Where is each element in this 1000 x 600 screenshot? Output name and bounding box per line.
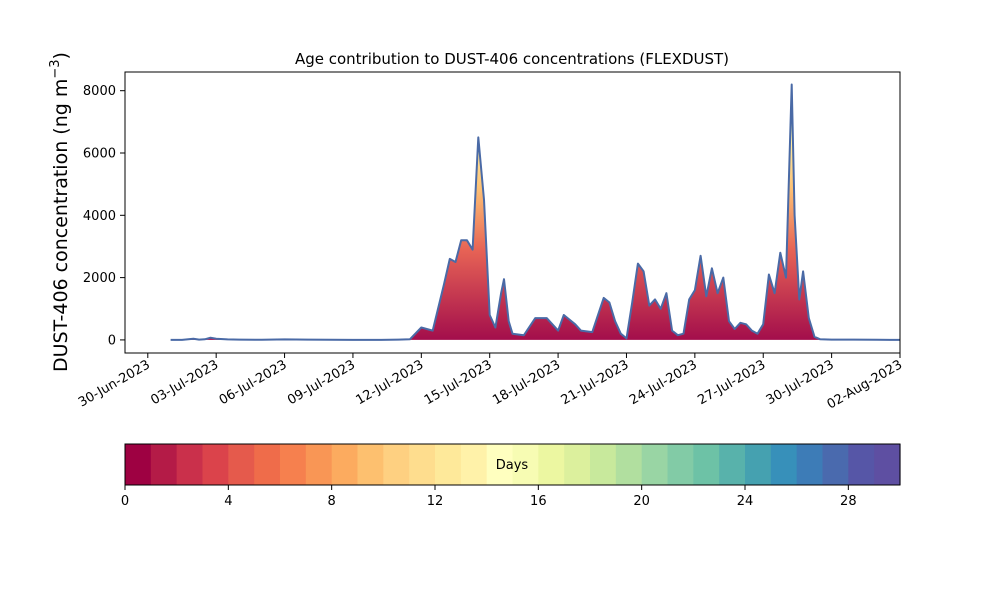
colorbar-tick-label: 16	[530, 494, 547, 509]
x-tick-label: 24-Jul-2023	[627, 357, 700, 408]
x-tick-label: 27-Jul-2023	[695, 357, 768, 408]
y-axis-label: DUST-406 concentration (ng m−3)	[48, 52, 72, 372]
colorbar-segment	[770, 444, 798, 485]
colorbar-frame	[124, 443, 901, 486]
colorbar-tick-label: 24	[737, 494, 754, 509]
x-tick-label: 02-Aug-2023	[825, 357, 905, 412]
colorbar-segment	[202, 444, 229, 485]
y-axis-label-main: DUST-406 concentration (ng m	[50, 79, 72, 372]
colorbar-segment	[693, 444, 720, 485]
colorbar-ticks: 0 4 8 12 16 20 24 28	[121, 485, 857, 509]
total-concentration-line	[170, 83, 900, 341]
colorbar-tick-label: 4	[224, 494, 232, 509]
colorbar-segment	[305, 444, 333, 485]
x-tick-label: 12-Jul-2023	[354, 357, 427, 408]
colorbar-segment	[409, 444, 436, 485]
y-axis-label-tail: )	[50, 52, 72, 59]
colorbar-segment	[667, 444, 694, 485]
y-tick-label: 0	[108, 333, 116, 348]
x-tick-label: 21-Jul-2023	[559, 357, 632, 408]
colorbar-segment	[228, 444, 255, 485]
colorbar-segment	[564, 444, 591, 485]
x-tick-label: 18-Jul-2023	[490, 357, 563, 408]
colorbar-segment	[383, 444, 410, 485]
colorbar-tick-label: 0	[121, 494, 129, 509]
colorbar-segment	[176, 444, 204, 485]
x-tick-label: 03-Jul-2023	[148, 357, 221, 408]
line-layer	[170, 83, 900, 341]
y-tick-label: 4000	[83, 209, 116, 224]
y-tick-label: 8000	[83, 84, 116, 99]
colorbar-segment	[745, 444, 772, 485]
colorbar-tick-label: 20	[633, 494, 650, 509]
colorbar-segment	[538, 444, 565, 485]
colorbar-segment	[874, 444, 901, 485]
plot-frame	[124, 71, 901, 354]
chart-title: Age contribution to DUST-406 concentrati…	[295, 50, 729, 68]
x-tick-label: 06-Jul-2023	[217, 357, 290, 408]
colorbar-segment	[848, 444, 875, 485]
colorbar-segment	[331, 444, 359, 485]
colorbar-tick-label: 28	[840, 494, 857, 509]
x-tick-label: 30-Jun-2023	[76, 357, 153, 410]
colorbar-segment	[254, 444, 281, 485]
y-tick-label: 6000	[83, 146, 116, 161]
x-axis: 30-Jun-202303-Jul-202306-Jul-202309-Jul-…	[76, 353, 905, 413]
colorbar-segment	[822, 444, 849, 485]
colorbar-tick-label: 12	[427, 494, 444, 509]
x-tick-label: 09-Jul-2023	[285, 357, 358, 408]
colorbar-label: Days	[496, 458, 529, 473]
colorbar-segment	[615, 444, 643, 485]
colorbar-segment	[435, 444, 462, 485]
colorbar-segment	[641, 444, 669, 485]
colorbar-segment	[150, 444, 178, 485]
colorbar	[125, 444, 901, 485]
colorbar-segment	[357, 444, 384, 485]
colorbar-segment	[796, 444, 824, 485]
x-tick-label: 15-Jul-2023	[422, 357, 495, 408]
colorbar-segment	[719, 444, 746, 485]
y-tick-label: 2000	[83, 271, 116, 286]
colorbar-segment	[460, 444, 488, 485]
colorbar-segment	[590, 444, 617, 485]
colorbar-segment	[512, 444, 539, 485]
y-axis: 0 2000 4000 6000 8000	[83, 84, 125, 348]
colorbar-segment	[486, 444, 514, 485]
y-axis-label-sup: −3	[48, 59, 63, 78]
colorbar-segment	[280, 444, 307, 485]
colorbar-segment	[125, 444, 152, 485]
colorbar-tick-label: 8	[328, 494, 336, 509]
